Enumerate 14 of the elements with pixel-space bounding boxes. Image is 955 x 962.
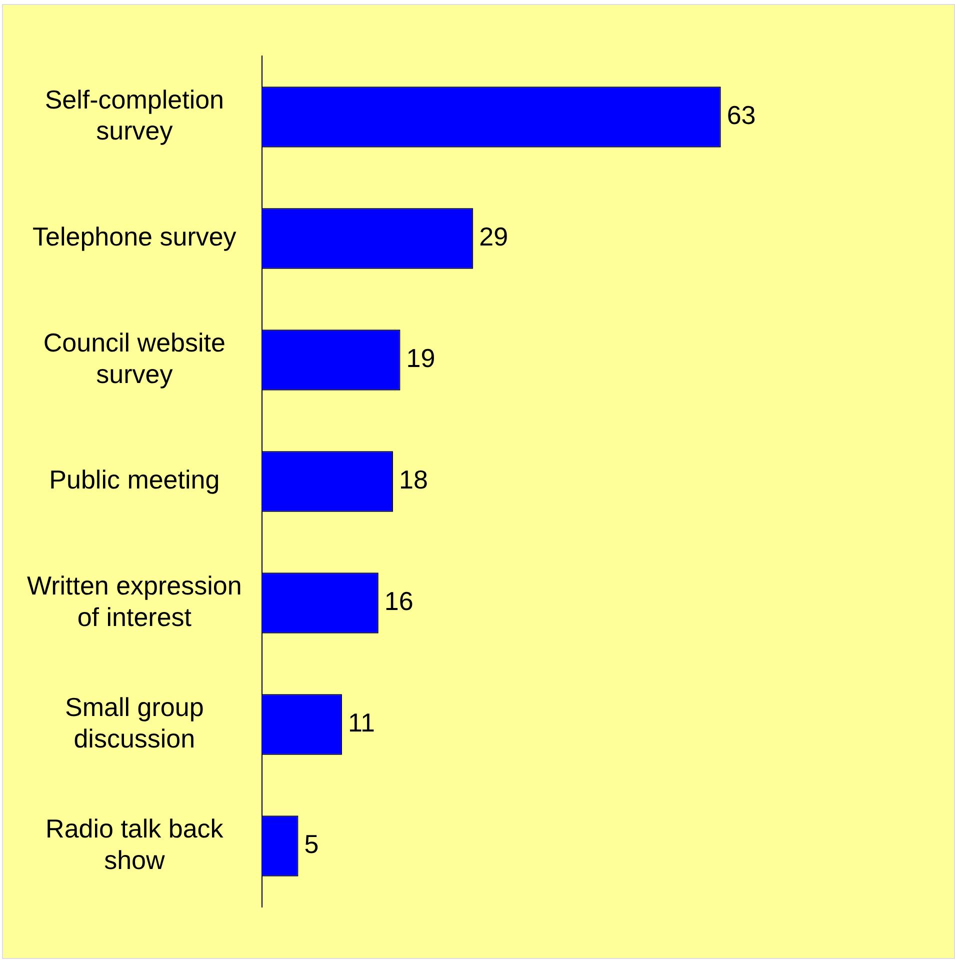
data-label: 5	[304, 829, 319, 860]
data-label: 63	[726, 100, 756, 130]
data-label: 11	[348, 708, 375, 738]
data-label: 19	[406, 343, 436, 374]
y-tick-label: Small group discussion	[65, 692, 204, 754]
data-label: 16	[384, 586, 414, 616]
y-tick-label: Public meeting	[49, 464, 220, 495]
data-label: 29	[479, 222, 508, 252]
y-tick-label: Telephone survey	[32, 222, 236, 252]
y-tick-label: Written expression of interest	[26, 570, 242, 632]
y-tick-label: Council website survey	[43, 328, 226, 389]
y-tick-label: Self-completion survey	[44, 84, 224, 146]
y-tick-label: Radio talk back show	[46, 814, 224, 875]
data-label: 18	[398, 464, 428, 495]
